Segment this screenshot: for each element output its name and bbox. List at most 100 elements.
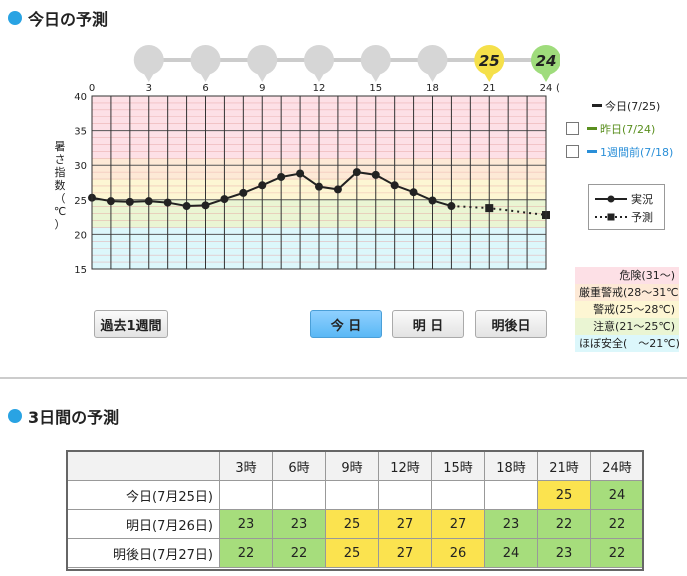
past-week-button[interactable]: 過去1週間 bbox=[94, 310, 168, 338]
badge-circle bbox=[531, 45, 560, 75]
actual-point bbox=[277, 172, 286, 181]
table-cell: 23 bbox=[537, 538, 591, 568]
hour-tick-label: 21 bbox=[483, 83, 496, 94]
three-day-heading: 3日間の予測 bbox=[8, 404, 119, 428]
col-header: 9時 bbox=[325, 451, 379, 481]
week-ago-checkbox[interactable] bbox=[566, 145, 579, 158]
hour-tick-label: 6 bbox=[202, 83, 208, 94]
actual-point bbox=[315, 182, 323, 191]
hour-tick-label: 18 bbox=[426, 83, 439, 94]
table-cell: 22 bbox=[537, 509, 591, 539]
y-axis-label-char: ℃ bbox=[54, 205, 66, 218]
y-tick-label: 30 bbox=[74, 161, 87, 172]
row-label: 明日(7月26日) bbox=[67, 509, 220, 539]
row-label: 今日(7月25日) bbox=[67, 480, 220, 510]
table-cell: 22 bbox=[272, 538, 326, 568]
table-row: 明日(7月26日) 23 23 25 27 27 23 22 22 bbox=[67, 509, 644, 539]
actual-point bbox=[163, 198, 172, 207]
table-cell: 24 bbox=[484, 538, 538, 568]
legend-week-ago-label: 1週間前(7/18) bbox=[600, 145, 674, 159]
legend-today: 今日(7/25) bbox=[566, 94, 673, 117]
actual-point bbox=[106, 197, 115, 206]
table-cell: 25 bbox=[325, 538, 379, 568]
badge-circle bbox=[417, 45, 448, 75]
day-after-tomorrow-button[interactable]: 明後日 bbox=[475, 310, 547, 338]
badge-circle bbox=[304, 45, 334, 75]
table-corner bbox=[67, 451, 220, 481]
table-cell bbox=[378, 480, 432, 510]
hour-tick-label: 3 bbox=[146, 83, 152, 94]
col-header: 24時 bbox=[590, 451, 644, 481]
actual-point bbox=[296, 169, 305, 178]
legend-actual: 実況 bbox=[593, 191, 653, 207]
legend-forecast-label: 予測 bbox=[631, 211, 653, 224]
legend-yesterday-label: 昨日(7/24) bbox=[600, 122, 656, 136]
y-axis-label-char: 数 bbox=[55, 179, 66, 192]
level-legend: 危険(31～) 厳重警戒(28～31℃) 警戒(25～28℃) 注意(21～25… bbox=[575, 267, 679, 352]
hour-tick-label: 9 bbox=[259, 83, 265, 94]
table-row: 明後日(7月27日) 22 22 25 27 26 24 23 22 bbox=[67, 538, 644, 568]
line-style-legend: 実況 予測 bbox=[588, 184, 665, 230]
yesterday-checkbox[interactable] bbox=[566, 122, 579, 135]
y-axis-label-char: さ bbox=[55, 153, 66, 166]
y-tick-label: 25 bbox=[74, 196, 87, 207]
forecast-point bbox=[485, 204, 494, 213]
table-row: 今日(7月25日) 25 24 bbox=[67, 480, 644, 510]
badge-circle bbox=[190, 45, 221, 75]
table-cell: 25 bbox=[325, 509, 379, 539]
level-danger: 危険(31～) bbox=[575, 267, 679, 284]
y-tick-label: 15 bbox=[74, 265, 87, 276]
col-header: 21時 bbox=[537, 451, 591, 481]
actual-point bbox=[390, 181, 399, 190]
actual-point bbox=[333, 185, 342, 194]
table-cell: 22 bbox=[219, 538, 273, 568]
actual-point bbox=[447, 202, 456, 211]
three-day-title: 3日間の予測 bbox=[28, 408, 120, 427]
table-cell: 23 bbox=[219, 509, 273, 539]
table-cell: 27 bbox=[378, 509, 432, 539]
table-cell: 23 bbox=[272, 509, 326, 539]
table-cell: 27 bbox=[378, 538, 432, 568]
legend-actual-label: 実況 bbox=[631, 193, 653, 206]
y-axis-label-char: 指 bbox=[55, 165, 66, 179]
actual-point bbox=[201, 201, 210, 210]
actual-point bbox=[371, 170, 380, 179]
level-safe: ほぼ安全( ～21℃) bbox=[575, 335, 679, 352]
actual-point bbox=[428, 196, 437, 205]
table-cell: 23 bbox=[484, 509, 538, 539]
actual-point bbox=[258, 181, 267, 190]
badge-circle bbox=[133, 45, 164, 75]
section-divider bbox=[0, 377, 687, 379]
col-header: 18時 bbox=[484, 451, 538, 481]
y-tick-label: 20 bbox=[74, 230, 87, 241]
tomorrow-button[interactable]: 明 日 bbox=[392, 310, 464, 338]
legend-yesterday[interactable]: 昨日(7/24) bbox=[566, 117, 673, 140]
line-swatch-icon bbox=[592, 104, 602, 107]
legend-forecast: 予測 bbox=[593, 209, 653, 225]
line-swatch-icon bbox=[587, 150, 597, 153]
hour-tick-label: 15 bbox=[369, 83, 382, 94]
y-axis-label-char: 暑 bbox=[55, 140, 66, 153]
table-cell: 22 bbox=[590, 509, 644, 539]
badge-circle bbox=[247, 45, 278, 75]
y-axis-label-char: ） bbox=[55, 218, 66, 231]
actual-point bbox=[352, 168, 361, 177]
table-cell bbox=[431, 480, 485, 510]
table-cell bbox=[219, 480, 273, 510]
table-cell: 26 bbox=[431, 538, 485, 568]
actual-point bbox=[409, 188, 418, 197]
today-forecast-heading: 今日の予測 bbox=[8, 6, 108, 30]
hour-tick-label: 0 bbox=[89, 83, 95, 94]
hour-tick-label: 12 bbox=[313, 83, 326, 94]
table-cell bbox=[325, 480, 379, 510]
day-legend: 今日(7/25) 昨日(7/24) 1週間前(7/18) bbox=[566, 94, 673, 163]
bullet-icon bbox=[8, 409, 22, 423]
today-button[interactable]: 今 日 bbox=[310, 310, 382, 338]
line-swatch-icon bbox=[587, 127, 597, 130]
actual-point bbox=[182, 202, 191, 211]
badge-circle bbox=[360, 45, 391, 75]
table-cell: 25 bbox=[537, 480, 591, 510]
col-header: 6時 bbox=[272, 451, 326, 481]
legend-week-ago[interactable]: 1週間前(7/18) bbox=[566, 140, 673, 163]
